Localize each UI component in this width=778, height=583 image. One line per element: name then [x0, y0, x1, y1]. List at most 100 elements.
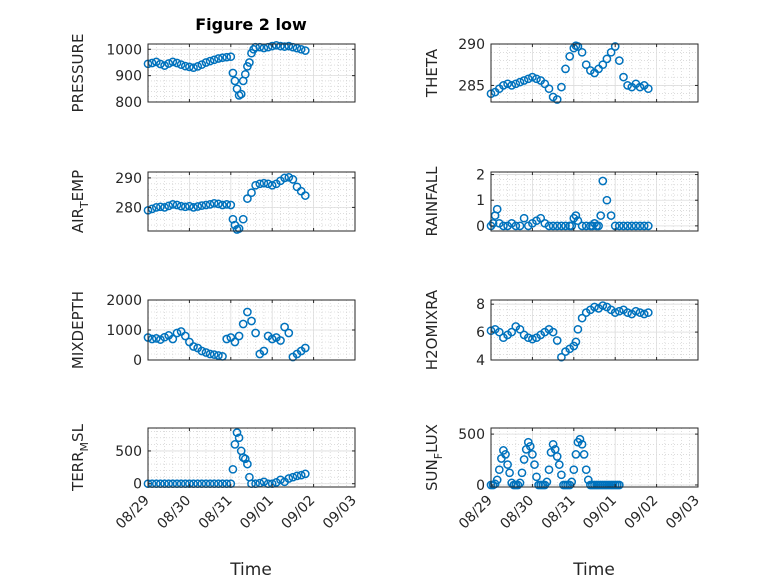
figure-title: Figure 2 low — [195, 15, 307, 34]
data-point — [571, 211, 581, 220]
y-tick-label: 1 — [476, 193, 485, 209]
data-point — [280, 42, 289, 51]
data-point — [557, 221, 566, 231]
data-point — [515, 324, 525, 334]
data-point — [499, 221, 508, 231]
data-point — [511, 79, 521, 89]
data-point — [180, 202, 190, 212]
y-tick-label: 280 — [115, 200, 142, 216]
data-point — [610, 42, 620, 51]
data-point — [151, 57, 161, 67]
axes-box — [490, 171, 699, 232]
data-point — [234, 433, 244, 443]
y-tick-label: 1000 — [106, 323, 142, 339]
data-point — [230, 337, 240, 347]
data-point — [571, 450, 581, 459]
subplot-3: 280 290 AIRTEMP — [69, 170, 356, 234]
data-point — [226, 200, 236, 210]
data-point — [596, 211, 606, 220]
data-point — [581, 465, 591, 475]
axes-box — [147, 427, 356, 488]
data-point — [590, 302, 599, 312]
data-point — [156, 202, 165, 212]
y-tick-label: 285 — [458, 78, 485, 94]
data-point — [238, 319, 248, 329]
data-point — [201, 348, 211, 357]
data-point — [517, 468, 527, 478]
data-point — [168, 200, 178, 209]
data-point — [488, 218, 498, 228]
x-tick-label: 09/03 — [663, 493, 703, 533]
data-point — [631, 306, 641, 316]
data-point — [594, 221, 603, 231]
data-point — [602, 54, 612, 64]
data-point — [635, 82, 645, 92]
data-point — [643, 221, 653, 231]
data-point — [276, 41, 285, 51]
data-point — [197, 60, 207, 69]
data-point — [284, 172, 294, 182]
x-tick-label: 08/30 — [154, 493, 194, 533]
data-point — [492, 475, 502, 485]
data-point — [598, 60, 608, 70]
data-point — [209, 55, 219, 65]
data-point — [623, 81, 632, 90]
y-axis-label: H2OMIXRA — [423, 289, 441, 370]
data-point — [573, 324, 583, 334]
data-point — [296, 44, 306, 54]
y-tick-label: 290 — [458, 37, 485, 53]
data-point — [267, 41, 277, 51]
data-point — [222, 200, 232, 209]
data-point — [598, 301, 608, 310]
data-point — [569, 341, 579, 351]
x-tick-label: 09/03 — [320, 493, 360, 533]
data-point — [499, 81, 508, 90]
data-point — [577, 313, 587, 323]
y-axis-label: TERRMSL — [69, 423, 91, 492]
data-point — [300, 469, 310, 479]
y-tick-label: 800 — [115, 95, 142, 111]
data-point — [172, 328, 182, 338]
subplot-7: 0 500 08/29 08/30 08/31 09/01 09/02 09/03 TERRMS… — [69, 423, 360, 532]
data-point — [571, 337, 581, 347]
data-point — [238, 214, 248, 224]
y-tick-label: 6 — [476, 325, 485, 341]
data-point — [494, 465, 504, 475]
data-point — [567, 221, 577, 231]
data-point — [259, 346, 269, 356]
data-point — [176, 60, 186, 69]
y-axis-label-subscript: T — [78, 201, 91, 209]
data-point — [259, 477, 269, 487]
y-axis-label: THETA — [423, 48, 441, 98]
data-point — [189, 342, 198, 351]
data-point — [552, 221, 562, 231]
data-point — [567, 477, 577, 487]
data-point — [598, 176, 608, 186]
y-tick-label: 500 — [115, 444, 142, 460]
data-point — [515, 77, 525, 87]
data-point — [643, 84, 653, 94]
data-point — [234, 331, 244, 341]
data-point — [228, 464, 238, 474]
subplot-1: 800 900 1000 PRESSURE — [69, 34, 356, 112]
subplot-5: 0 1000 2000 MIXDEPTH — [69, 291, 356, 369]
data-point — [623, 308, 632, 317]
subplot-4: 0 1 2 RAINFALL — [423, 166, 699, 236]
data-point — [627, 221, 637, 231]
data-point — [523, 333, 533, 343]
data-point — [172, 58, 182, 68]
data-point — [151, 334, 161, 343]
data-point — [280, 322, 289, 332]
data-point — [296, 186, 306, 196]
data-point — [523, 74, 533, 84]
data-point — [185, 62, 194, 72]
data-point — [263, 179, 273, 189]
data-point — [205, 349, 215, 359]
y-axis-label-main: AIR — [69, 208, 87, 233]
data-point — [519, 213, 529, 223]
data-point — [236, 89, 246, 99]
data-point — [614, 306, 624, 316]
y-axis-label-subscript: M — [78, 442, 91, 452]
data-point — [284, 328, 294, 338]
data-point — [573, 42, 583, 51]
